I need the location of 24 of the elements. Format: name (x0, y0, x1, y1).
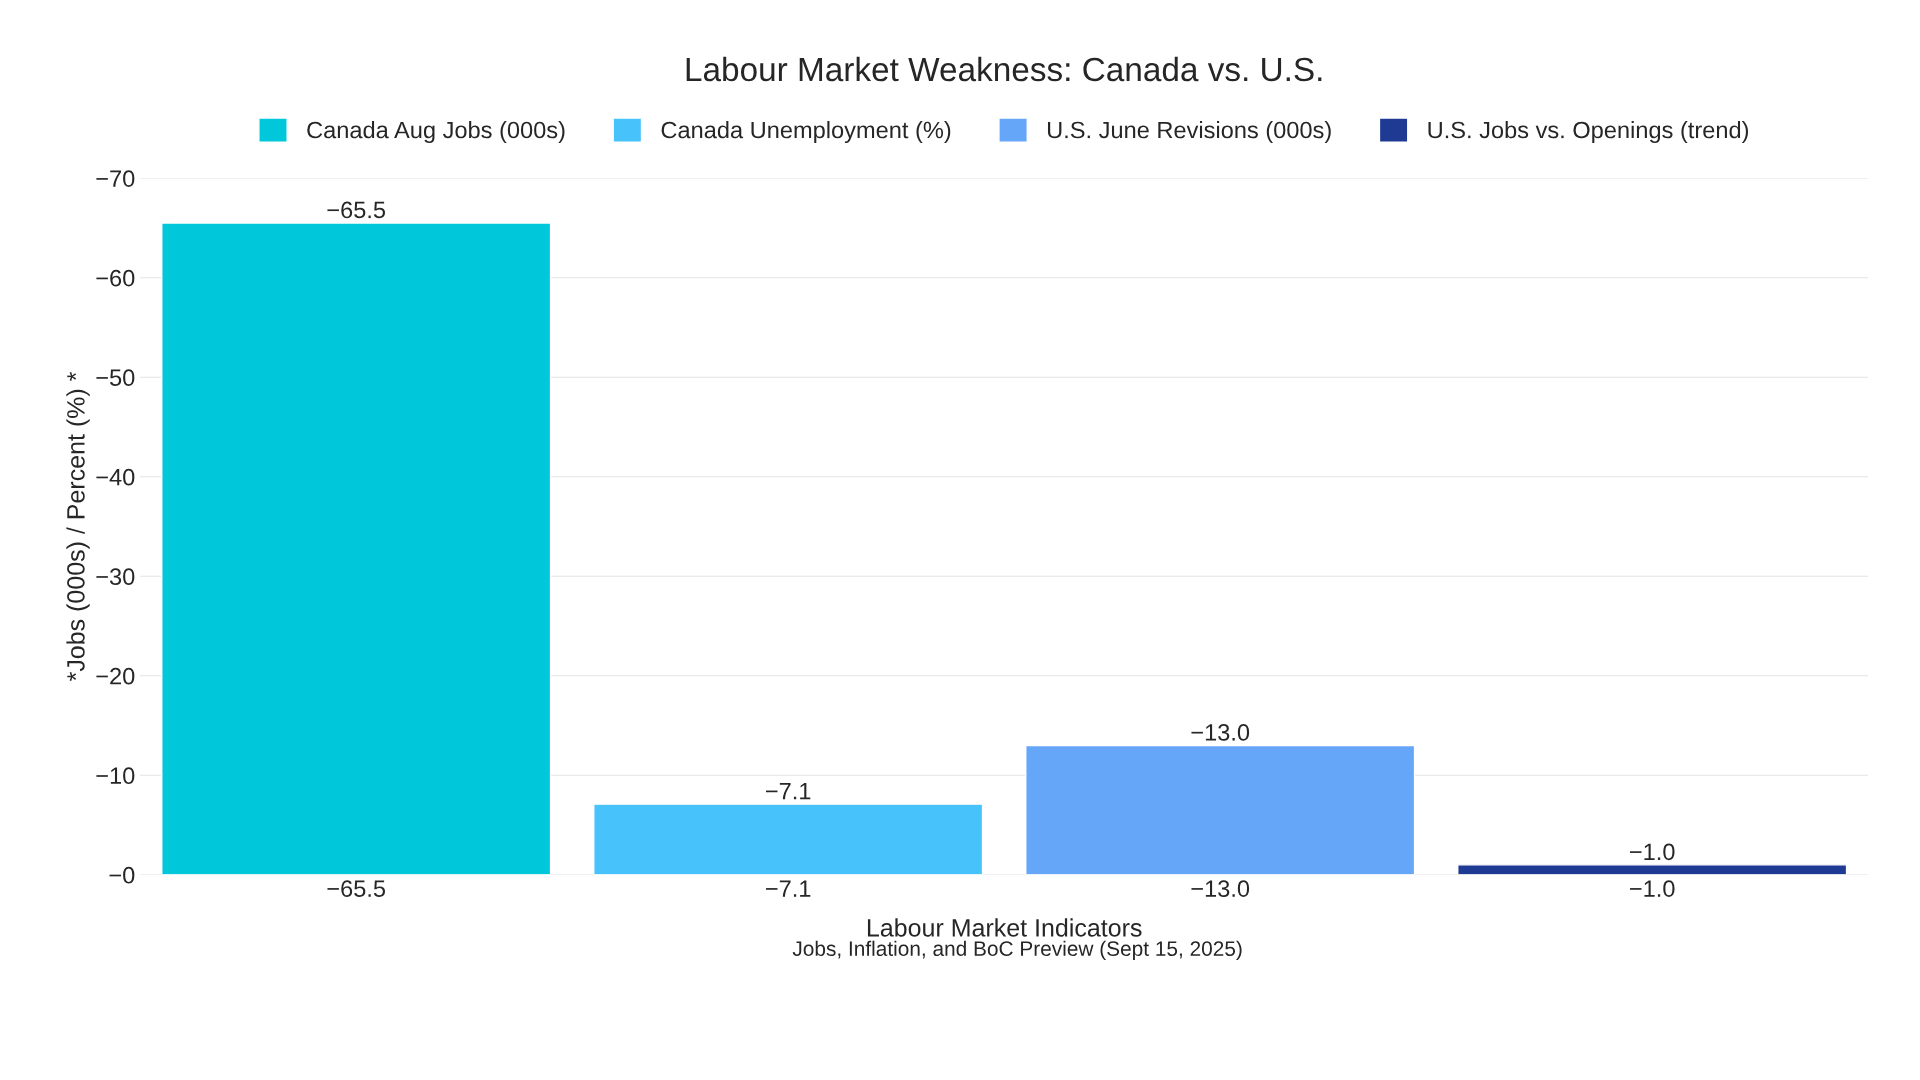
x-tick-label: −1.0 (1630, 880, 1675, 897)
x-tick-label: −7.1 (766, 880, 811, 897)
y-tick-label: −40 (96, 468, 135, 486)
chart-title: Labour Market Weakness: Canada vs. U.S. (686, 56, 1322, 82)
legend-label: Canada Aug Jobs (000s) (307, 121, 565, 144)
x-tick-label: −13.0 (1191, 880, 1250, 897)
legend-label: Canada Unemployment (%) (661, 121, 951, 144)
y-tick-label: −30 (96, 568, 135, 586)
y-tick-label: −10 (96, 767, 135, 785)
x-axis-title: Labour Market Indicators (867, 918, 1142, 937)
y-axis-title: *Jobs (000s) / Percent (%) * (66, 371, 90, 682)
y-tick-label: −60 (96, 269, 135, 287)
legend-label: U.S. June Revisions (000s) (1047, 121, 1331, 144)
data-label: −1.0 (1630, 843, 1675, 861)
x-tick-label: −65.5 (327, 880, 386, 897)
y-tick-label: −20 (96, 667, 135, 685)
data-label: −7.1 (766, 783, 811, 800)
text: Jobs, Inflation, and BoC Preview (Sept 15, 2025) (792, 940, 1242, 961)
y-tick-label: −0 (109, 866, 135, 884)
y-tick-label: −70 (96, 170, 135, 187)
legend-label: U.S. Jobs vs. Openings (trend) (1428, 121, 1749, 144)
data-label: −65.5 (327, 201, 386, 219)
y-tick-label: −50 (96, 369, 135, 387)
data-label: −13.0 (1191, 724, 1250, 741)
